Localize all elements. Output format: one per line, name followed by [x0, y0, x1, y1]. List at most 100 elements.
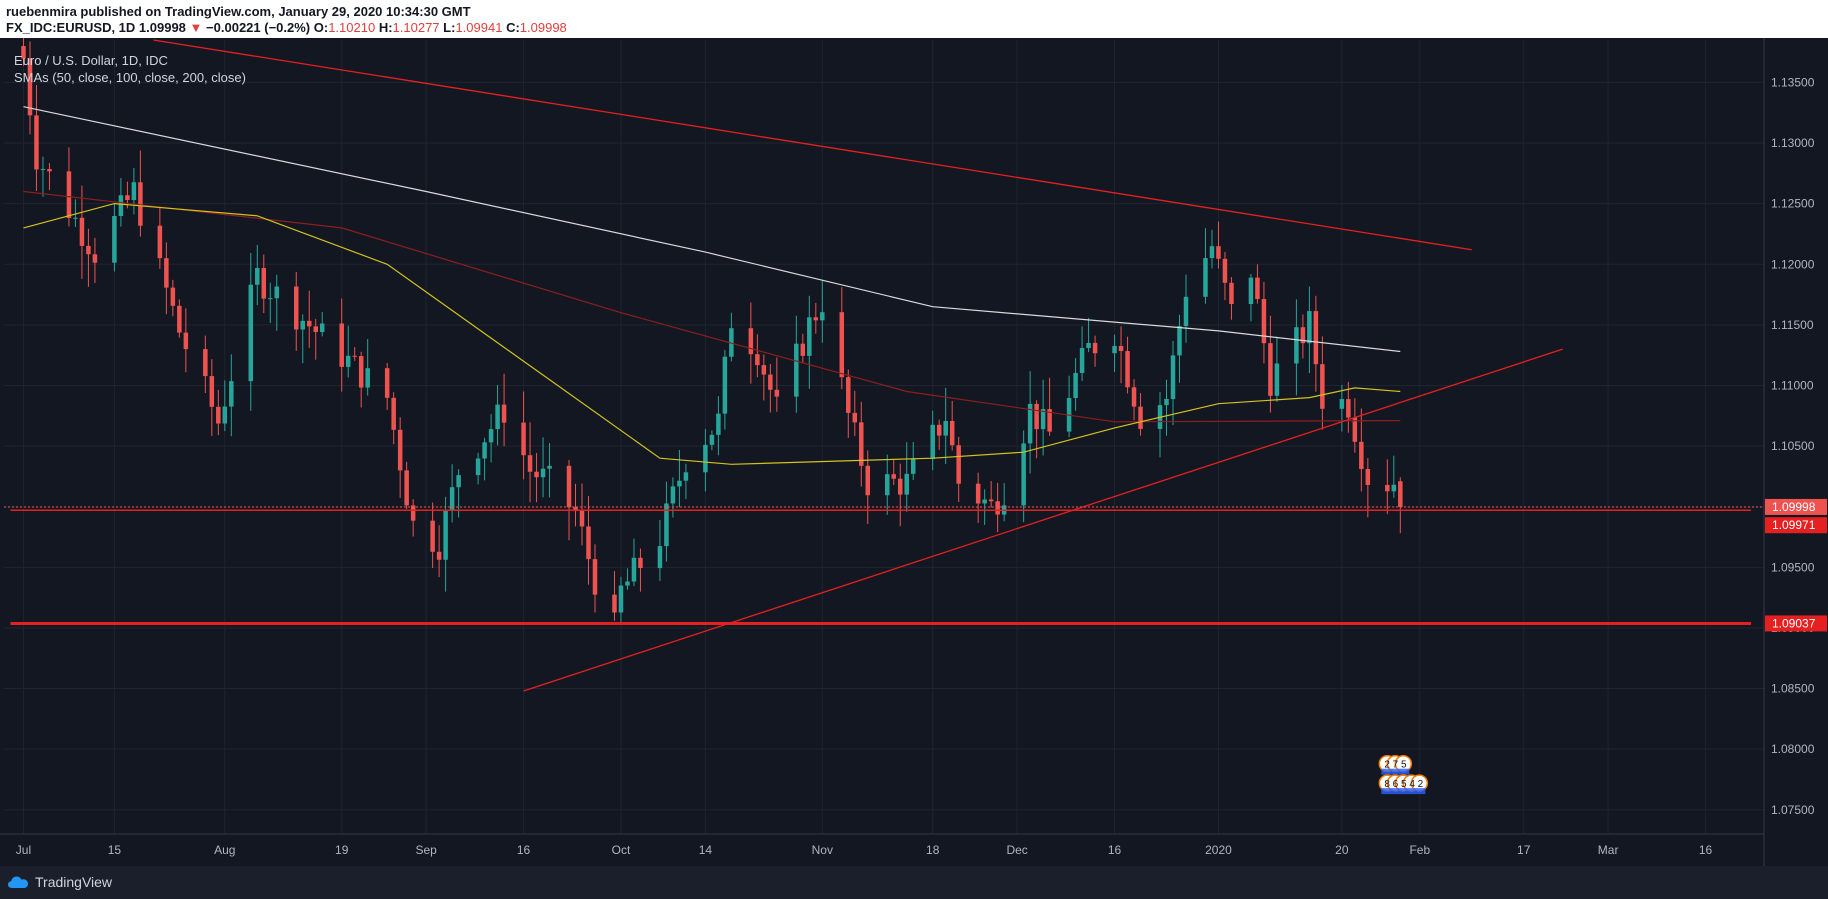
candle-body	[21, 46, 26, 59]
candle-body	[404, 470, 409, 506]
candle-body	[1352, 417, 1358, 442]
candle-body	[884, 474, 890, 496]
candle-body	[982, 499, 987, 504]
candle-body	[40, 168, 46, 170]
candle-body	[755, 354, 760, 366]
high-label: H:	[378, 20, 393, 35]
candle-body	[638, 557, 643, 569]
candle-body	[703, 444, 708, 473]
x-tick-label: 19	[335, 843, 349, 857]
candle-body	[118, 195, 124, 216]
y-tick-label: 1.09500	[1771, 560, 1815, 574]
candle-body	[547, 465, 552, 469]
y-tick-label: 1.12000	[1771, 257, 1815, 271]
candle-body	[1203, 258, 1208, 297]
candle-body	[1079, 348, 1085, 373]
x-tick-label: 15	[108, 843, 122, 857]
candle-body	[1164, 398, 1169, 406]
candle-body	[92, 254, 98, 263]
candle-body	[488, 429, 494, 443]
candle-body	[768, 374, 773, 390]
candle-body	[1138, 406, 1143, 429]
candle-body	[177, 305, 182, 333]
candle-body	[73, 217, 78, 219]
candle-body	[294, 286, 299, 330]
x-tick-label: 16	[517, 843, 531, 857]
candle-body	[800, 343, 806, 356]
price-label-badge	[1765, 615, 1827, 632]
candle-body	[891, 474, 896, 479]
chart-area[interactable]: 1.13500 1.13000 1.12500 1.12000 1.11500 1.110…	[0, 38, 1828, 866]
candle-body	[670, 486, 676, 504]
candle-body	[131, 182, 137, 201]
candle-body	[183, 332, 189, 350]
event-marker-text: 8 6 5 4 2	[1384, 779, 1423, 790]
candle-body	[995, 501, 1000, 515]
candle-body	[540, 468, 546, 478]
legend-indicator[interactable]: SMAs (50, close, 100, close, 200, close)	[14, 70, 246, 85]
candle-body	[820, 312, 825, 321]
tradingview-logo[interactable]: TradingView	[8, 874, 112, 890]
low-label: L:	[443, 20, 456, 35]
candle-body	[345, 355, 351, 367]
ohlc-line: FX_IDC:EURUSD, 1D 1.09998 ▼ −0.00221 (−0…	[6, 20, 567, 35]
y-tick-label: 1.08000	[1771, 742, 1815, 756]
y-tick-label: 1.07500	[1771, 803, 1815, 817]
y-tick-label: 1.11000	[1771, 378, 1814, 392]
candle-body	[956, 445, 961, 484]
event-marker-flag	[1381, 768, 1410, 775]
candle-body	[313, 326, 318, 332]
price-label-text: 1.09998	[1772, 500, 1816, 514]
sma100-line	[23, 190, 1401, 423]
candle-body	[573, 507, 578, 511]
candle-body	[534, 471, 539, 478]
candle-body	[1222, 258, 1228, 283]
event-marker-text: 2 7 5	[1384, 760, 1407, 771]
event-markers-row1: 2 7 5 8 6 5 4 2	[1378, 754, 1429, 795]
candle-body	[1131, 387, 1137, 407]
candles-group	[21, 38, 1403, 623]
sma50-line	[23, 202, 1401, 465]
x-tick-label: Aug	[214, 843, 235, 857]
candle-body	[1216, 246, 1221, 259]
candle-body	[1047, 409, 1052, 432]
candle-body	[1359, 441, 1364, 469]
candle-body	[1300, 327, 1306, 344]
x-tick-label: Oct	[612, 843, 631, 857]
price-chart[interactable]: 1.13500 1.13000 1.12500 1.12000 1.11500 1.110…	[0, 38, 1828, 866]
candle-body	[229, 381, 234, 407]
candle-body	[222, 406, 228, 424]
candle-body	[352, 355, 357, 357]
trendline-falling-resistance	[153, 39, 1472, 251]
candle-body	[79, 217, 85, 246]
legend-title: Euro / U.S. Dollar, 1D, IDC	[14, 53, 168, 68]
candle-body	[1209, 246, 1215, 259]
publisher-text: ruebenmira published on TradingView.com,…	[6, 4, 471, 19]
x-tick-label: 16	[1108, 843, 1122, 857]
x-tick-label: Dec	[1006, 843, 1027, 857]
y-tick-label: 1.11500	[1771, 318, 1814, 332]
candle-body	[255, 267, 260, 285]
y-tick-label: 1.08500	[1771, 682, 1815, 696]
x-tick-label: Jul	[16, 843, 31, 857]
candle-body	[430, 520, 435, 552]
candle-body	[501, 404, 507, 423]
x-tick-label: 20	[1335, 843, 1349, 857]
x-tick-label: Nov	[812, 843, 833, 857]
candle-body	[716, 413, 721, 435]
candle-body	[157, 225, 163, 259]
candle-body	[1040, 409, 1046, 430]
y-tick-label: 1.12500	[1771, 197, 1815, 211]
candle-body	[1027, 403, 1033, 444]
candle-body	[86, 245, 91, 255]
candle-body	[203, 349, 208, 377]
candle-body	[216, 406, 221, 424]
candle-body	[1261, 299, 1267, 344]
candle-body	[566, 465, 572, 508]
candle-body	[631, 557, 637, 582]
candle-body	[807, 317, 812, 356]
candle-body	[1092, 342, 1098, 354]
candle-body	[813, 317, 819, 321]
candle-body	[729, 328, 734, 357]
close-label: C:	[506, 20, 520, 35]
